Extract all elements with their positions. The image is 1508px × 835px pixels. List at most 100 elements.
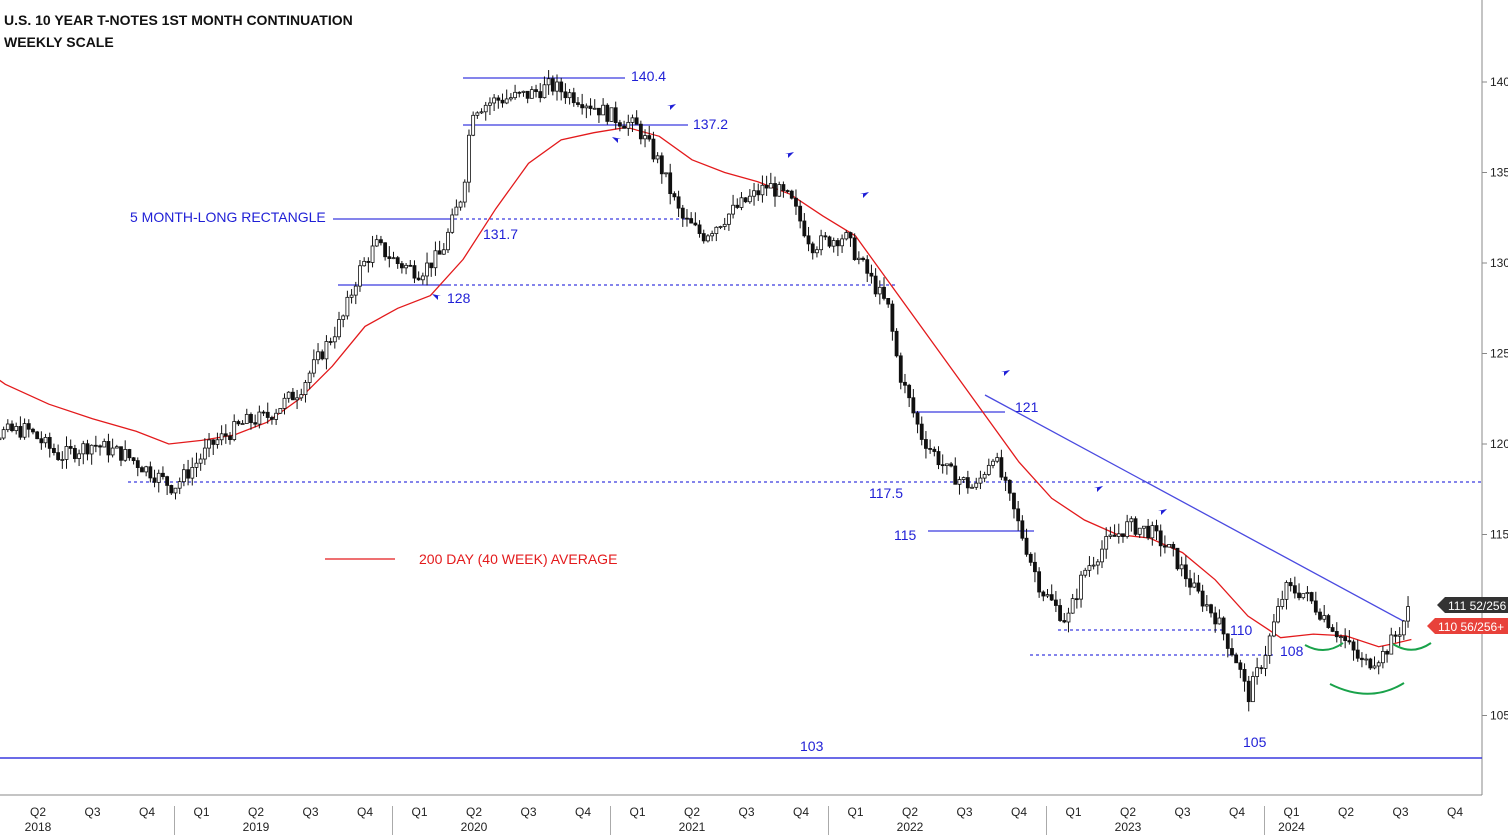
candle-body: [274, 412, 279, 420]
candle-body: [768, 183, 773, 189]
candle-body: [944, 463, 949, 467]
candle-body: [496, 97, 501, 101]
moving-average-line: [0, 126, 1412, 648]
candle-body: [1175, 547, 1180, 570]
candle-body: [680, 207, 685, 219]
candle-body: [1380, 650, 1385, 664]
candle-body: [588, 105, 593, 109]
candle-body: [1209, 604, 1213, 614]
candle-body: [123, 449, 128, 461]
candle-body: [1024, 537, 1029, 555]
candle-body: [1041, 591, 1046, 597]
candle-body: [1007, 479, 1012, 494]
candle-body: [370, 245, 375, 263]
x-tick-label: Q1: [1283, 805, 1299, 819]
candle-body: [513, 91, 517, 99]
candle-body: [77, 453, 81, 459]
candle-body: [383, 242, 388, 258]
candle-body: [1171, 543, 1176, 549]
candle-body: [555, 81, 559, 92]
candle-body: [131, 457, 136, 462]
candle-body: [60, 459, 65, 461]
right-shoulder-arc: [1392, 642, 1432, 651]
candle-body: [953, 465, 958, 485]
legend-label: 200 DAY (40 WEEK) AVERAGE: [419, 551, 617, 567]
candle-body: [659, 155, 664, 175]
candle-body: [190, 467, 195, 479]
candle-body: [261, 411, 266, 414]
candle-body: [1049, 594, 1054, 601]
candle-body: [789, 190, 794, 199]
candle-body: [1297, 592, 1301, 599]
candle-body: [228, 435, 232, 441]
arrow-icon: [860, 192, 869, 198]
candle-body: [5, 423, 10, 431]
candle-body: [735, 204, 740, 208]
candle-body: [416, 277, 421, 281]
candle-body: [685, 217, 689, 220]
candle-body: [379, 239, 383, 244]
candle-body: [433, 250, 438, 269]
candle-body: [148, 466, 153, 479]
candle-body: [450, 214, 455, 233]
candle-body: [1406, 606, 1410, 622]
candle-body: [1074, 598, 1079, 601]
candle-body: [1133, 518, 1138, 535]
candle-body: [638, 123, 643, 140]
candle-body: [1079, 574, 1083, 600]
candle-body: [873, 275, 878, 295]
candle-body: [492, 97, 497, 104]
chart-title: U.S. 10 YEAR T-NOTES 1ST MONTH CONTINUAT…: [4, 12, 353, 28]
candle-body: [1288, 582, 1293, 587]
candle-body: [85, 443, 90, 455]
level-label-108: 108: [1280, 643, 1304, 659]
candle-body: [198, 458, 203, 464]
candle-body: [794, 197, 798, 207]
candle-body: [597, 107, 601, 116]
candle-body: [974, 482, 979, 488]
candle-body: [14, 426, 19, 432]
candle-body: [550, 78, 555, 92]
candle-body: [664, 172, 668, 175]
candle-body: [747, 195, 752, 203]
candle-body: [479, 111, 484, 114]
x-tick-label: Q3: [1174, 805, 1190, 819]
candle-body: [1154, 525, 1159, 532]
candle-body: [475, 112, 480, 116]
x-tick-label: Q1: [847, 805, 863, 819]
candle-body: [1217, 617, 1222, 625]
arrow-icon: [785, 152, 794, 158]
candle-body: [1129, 518, 1134, 523]
candle-body: [1087, 565, 1092, 571]
x-tick-label: Q4: [1447, 805, 1463, 819]
candle-body: [1305, 592, 1310, 595]
chart-subtitle: WEEKLY SCALE: [4, 34, 114, 50]
candle-body: [467, 134, 471, 183]
candle-body: [72, 448, 77, 459]
candle-body: [995, 457, 1000, 462]
candle-body: [1045, 594, 1050, 597]
candle-body: [1401, 620, 1406, 636]
arrow-icon: [667, 104, 676, 110]
x-year-label: 2020: [461, 820, 488, 834]
candle-body: [186, 469, 190, 479]
candle-body: [437, 250, 442, 255]
candle-body: [718, 226, 723, 228]
candle-body: [102, 441, 107, 448]
candle-body: [341, 315, 346, 320]
candle-body: [861, 257, 865, 261]
candle-body: [337, 319, 341, 338]
candle-body: [693, 222, 698, 226]
candle-body: [563, 91, 568, 99]
candle-body: [1095, 561, 1100, 566]
candle-body: [98, 445, 102, 448]
candle-body: [35, 431, 40, 440]
candle-body: [940, 464, 945, 467]
candle-body: [161, 472, 165, 478]
candle-body: [525, 90, 530, 99]
candle-body: [819, 235, 824, 251]
candle-body: [1330, 627, 1335, 632]
candle-body: [286, 391, 291, 399]
level-label-117-5: 117.5: [869, 485, 903, 501]
candle-body: [932, 448, 937, 452]
